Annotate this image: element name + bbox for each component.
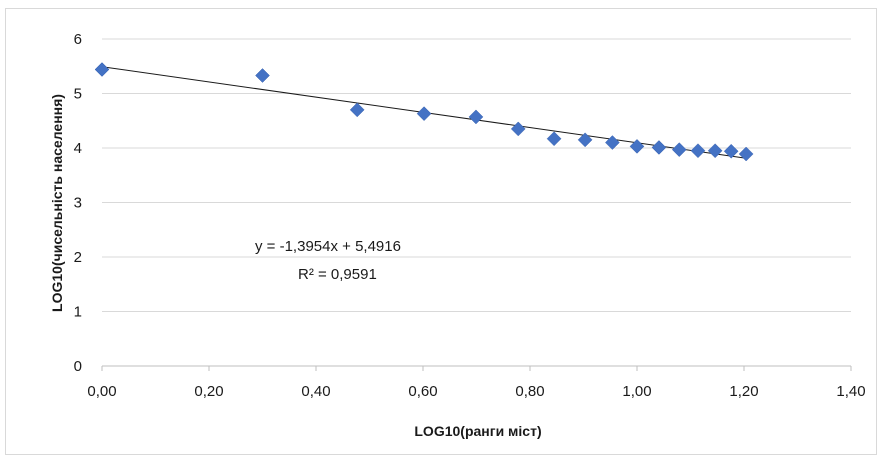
y-tick-label: 1 — [74, 304, 82, 321]
y-tick-label: 6 — [74, 31, 82, 48]
data-point — [349, 102, 365, 118]
y-tick-labels: 0 1 2 3 4 5 6 — [74, 31, 82, 375]
data-point — [690, 143, 706, 159]
data-point — [605, 135, 620, 150]
x-tick-label: 1,40 — [836, 383, 865, 400]
data-point — [577, 132, 593, 148]
x-tick-label: 0,20 — [194, 383, 223, 400]
y-tick-label: 4 — [74, 140, 82, 157]
y-tick-label: 5 — [74, 86, 82, 103]
data-point — [510, 121, 526, 137]
data-point — [707, 143, 723, 159]
r-squared-label: R² = 0,9591 — [298, 266, 377, 283]
x-axis-title: LOG10(ранги міст) — [414, 423, 541, 439]
data-point — [255, 68, 270, 83]
data-point — [546, 131, 562, 147]
data-point — [723, 143, 739, 159]
data-point — [94, 62, 110, 77]
y-tick-label: 0 — [74, 358, 82, 375]
data-point — [671, 142, 687, 157]
data-point — [416, 106, 432, 122]
data-point — [651, 140, 667, 155]
chart-frame — [5, 8, 877, 455]
x-tick-label: 0,40 — [301, 383, 330, 400]
data-point — [738, 146, 754, 162]
data-point — [468, 109, 484, 125]
x-tick-label: 0,60 — [408, 383, 437, 400]
trendline-equation: y = -1,3954x + 5,4916 — [255, 238, 401, 255]
data-points — [94, 62, 754, 162]
x-tick-label: 1,20 — [729, 383, 758, 400]
x-tick-label: 1,00 — [622, 383, 651, 400]
gridlines — [101, 38, 852, 371]
data-point — [629, 139, 645, 154]
y-tick-label: 2 — [74, 249, 82, 266]
y-axis-title: LOG10(чисельність населення) — [49, 94, 65, 312]
x-tick-label: 0,00 — [87, 383, 116, 400]
x-tick-labels: 0,00 0,20 0,40 0,60 0,80 1,00 1,20 1,40 — [87, 383, 865, 400]
y-tick-label: 3 — [74, 195, 82, 212]
x-tick-label: 0,80 — [515, 383, 544, 400]
